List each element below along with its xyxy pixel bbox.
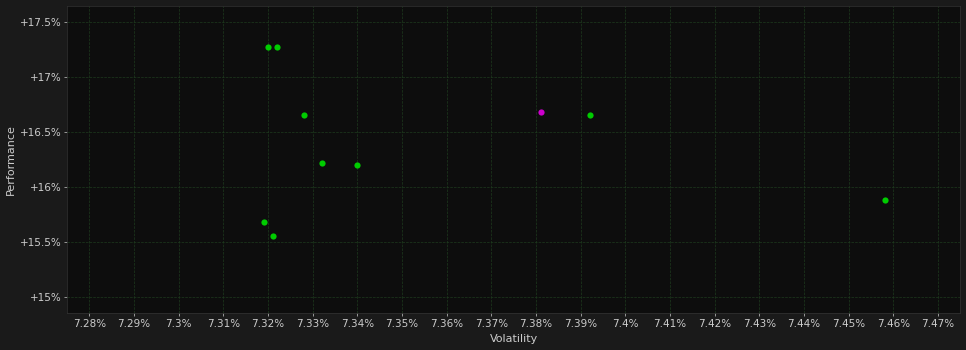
Point: [260, 44, 275, 50]
Point: [533, 110, 549, 115]
Point: [582, 113, 597, 118]
Point: [314, 160, 329, 166]
Point: [296, 113, 311, 118]
Point: [265, 233, 280, 239]
Point: [256, 219, 271, 225]
Point: [877, 197, 893, 203]
Y-axis label: Performance: Performance: [6, 124, 15, 195]
Point: [270, 44, 285, 50]
Point: [350, 162, 365, 168]
X-axis label: Volatility: Volatility: [490, 335, 538, 344]
